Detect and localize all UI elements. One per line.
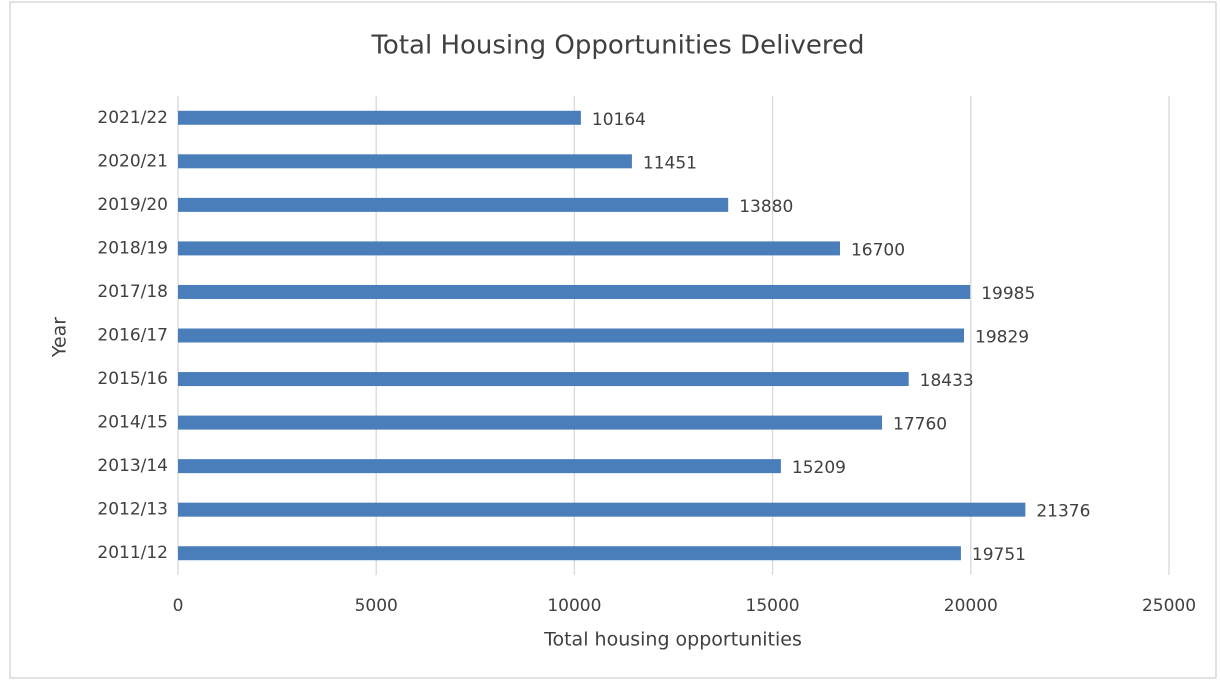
value-label: 15209 bbox=[792, 458, 846, 478]
y-tick-label: 2013/14 bbox=[97, 456, 168, 476]
value-label: 10164 bbox=[592, 110, 646, 130]
bar bbox=[178, 197, 729, 212]
y-tick-label: 2011/12 bbox=[97, 543, 168, 563]
bar bbox=[178, 415, 883, 430]
y-axis-label: Year bbox=[49, 317, 71, 358]
y-tick-label: 2017/18 bbox=[97, 282, 168, 302]
y-tick-label: 2020/21 bbox=[97, 151, 168, 171]
x-tick-label: 25000 bbox=[1142, 596, 1196, 616]
value-label: 19751 bbox=[972, 545, 1026, 565]
x-tick-label: 0 bbox=[173, 596, 184, 616]
value-label: 16700 bbox=[851, 240, 905, 260]
bar bbox=[178, 241, 840, 256]
y-tick-label: 2018/19 bbox=[97, 238, 168, 258]
value-label: 13880 bbox=[739, 197, 793, 217]
bar bbox=[178, 154, 632, 169]
x-tick-label: 5000 bbox=[355, 596, 398, 616]
value-label: 19985 bbox=[981, 284, 1035, 304]
y-tick-label: 2021/22 bbox=[97, 108, 168, 128]
x-tick-label: 20000 bbox=[944, 596, 998, 616]
chart-title: Total Housing Opportunities Delivered bbox=[370, 31, 864, 61]
y-tick-label: 2015/16 bbox=[97, 369, 168, 389]
bar bbox=[178, 328, 965, 343]
bar bbox=[178, 372, 909, 387]
value-label: 19829 bbox=[975, 328, 1029, 348]
bar bbox=[178, 502, 1026, 517]
bar bbox=[178, 284, 971, 299]
y-tick-label: 2012/13 bbox=[97, 500, 168, 520]
value-label: 11451 bbox=[643, 153, 697, 173]
bar bbox=[178, 110, 581, 125]
bar bbox=[178, 459, 781, 474]
value-label: 17760 bbox=[893, 415, 947, 435]
x-tick-label: 10000 bbox=[547, 596, 601, 616]
value-label: 21376 bbox=[1036, 502, 1090, 522]
x-axis-label: Total housing opportunities bbox=[543, 629, 802, 651]
y-tick-label: 2019/20 bbox=[97, 195, 168, 215]
value-label: 18433 bbox=[920, 371, 974, 391]
y-tick-label: 2014/15 bbox=[97, 413, 168, 433]
x-tick-label: 15000 bbox=[746, 596, 800, 616]
bar bbox=[178, 546, 961, 561]
y-tick-label: 2016/17 bbox=[97, 326, 168, 346]
